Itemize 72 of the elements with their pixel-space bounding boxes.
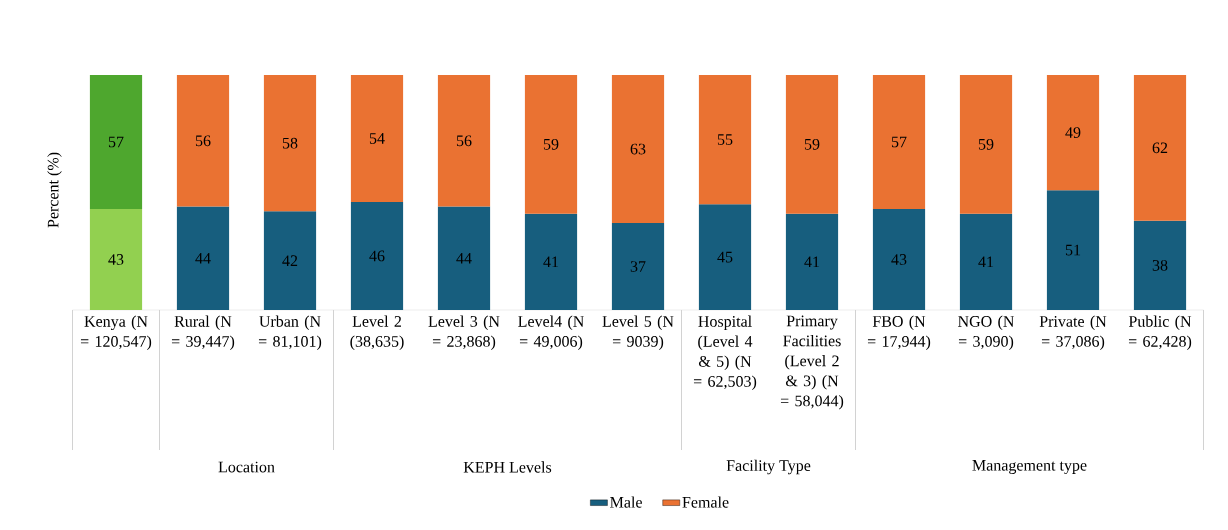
x-tick-label: Level4 (N = 49,006) [518,315,584,351]
bar [959,75,1013,214]
data-label: 63 [630,143,646,155]
bar [611,75,665,224]
bar [785,75,839,214]
legend-label: Female [682,496,729,508]
bar [872,75,926,209]
bar [1046,75,1100,191]
data-label: 37 [630,261,646,272]
data-label: 44 [195,253,211,264]
text: KEPH Levels [463,461,552,473]
bar [698,75,752,205]
bar [524,213,578,310]
text: Management type [972,460,1087,474]
x-tick-label: NGO (N = 3,090) [958,315,1015,351]
data-label: 59 [978,138,994,150]
data-label: 62 [1152,142,1168,154]
x-tick-label: Private (N = 37,086) [1039,315,1107,351]
x-tick-label: Kenya (N = 120,547) [80,315,152,351]
x-tick-label: Public (N = 62,428) [1128,315,1192,351]
bar [1046,190,1100,310]
x-tick-label: Rural (N = 39,447) [171,315,235,351]
bar [263,211,317,310]
bar [785,213,839,310]
data-label: 57 [891,136,907,148]
bar [437,206,491,310]
bar [872,208,926,310]
data-label: 43 [891,254,907,265]
data-label: 56 [456,135,472,147]
bar [176,206,230,310]
x-tick-label: FBO (N = 17,944) [867,315,931,351]
bar [350,75,404,202]
data-label: 41 [804,256,820,268]
bar [611,223,665,310]
data-label: 58 [282,137,298,149]
x-tick-label: Primary Facilities (Level 2 & 3) (N = 58,044) [780,315,844,410]
bar [89,75,143,209]
x-tick-label: Hospital (Level 4 & 5) (N = 62,503) [693,315,757,391]
x-tick-label: Level 3 (N = 23,868) [428,315,500,351]
data-label: 51 [1065,244,1081,256]
data-label: 56 [195,135,211,147]
data-label: 41 [978,256,994,268]
text: Facility Type [726,459,811,475]
data-label: 45 [717,251,733,263]
bar [959,213,1013,310]
x-tick-label: Level 5 (N = 9039) [602,315,674,351]
data-label: 54 [369,133,385,144]
data-label: 38 [1152,259,1168,271]
legend-label: Male [610,496,642,508]
bar [1133,75,1187,221]
bar [176,75,230,207]
data-label: 59 [543,138,559,150]
bar [524,75,578,214]
x-tick-label: Level 2 (38,635) [350,315,404,351]
text: Location [218,461,275,473]
data-label: 43 [108,254,124,265]
bar [437,75,491,207]
y-axis-title: Percent (%) [47,152,62,228]
bar [698,204,752,310]
data-label: 42 [282,255,298,266]
data-label: 49 [1065,127,1081,138]
data-label: 46 [369,250,385,262]
data-label: 55 [717,134,733,145]
bar [1133,220,1187,310]
data-label: 57 [108,136,124,148]
data-label: 44 [456,253,472,264]
data-label: 59 [804,138,820,150]
bar [350,201,404,310]
data-label: 41 [543,256,559,268]
bar [263,75,317,212]
bar [89,208,143,310]
x-tick-label: Urban (N = 81,101) [258,315,322,351]
